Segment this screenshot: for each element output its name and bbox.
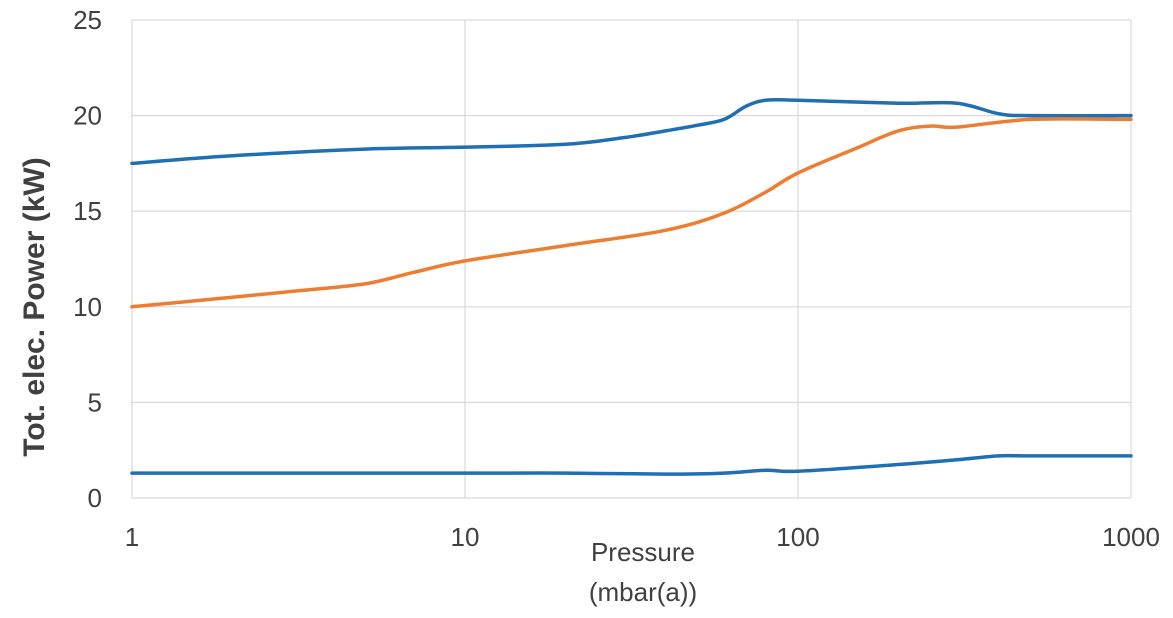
y-tick-label: 5	[88, 387, 102, 417]
y-tick-label: 20	[73, 101, 102, 131]
series-line-3	[130, 453, 1133, 476]
series-line-1	[130, 97, 1133, 166]
plot-series	[130, 97, 1133, 476]
grid-lines	[131, 19, 1132, 499]
x-tick-label: 100	[776, 522, 819, 552]
x-axis-label-line-2: (mbar(a))	[589, 577, 697, 607]
x-tick-label: 1	[125, 522, 139, 552]
x-axis-label-line-1: Pressure	[591, 537, 695, 567]
y-tick-label: 25	[73, 5, 102, 35]
y-axis-label: Tot. elec. Power (kW)	[18, 157, 51, 457]
y-axis-tick-labels: 0 5 10 15 20 25	[73, 5, 102, 513]
x-tick-label: 10	[451, 522, 480, 552]
series-line-2	[130, 117, 1133, 309]
y-tick-label: 0	[88, 483, 102, 513]
x-tick-label: 1000	[1102, 522, 1160, 552]
y-tick-label: 10	[73, 292, 102, 322]
y-tick-label: 15	[73, 196, 102, 226]
x-axis-tick-labels: 1 10 100 1000	[125, 522, 1160, 552]
